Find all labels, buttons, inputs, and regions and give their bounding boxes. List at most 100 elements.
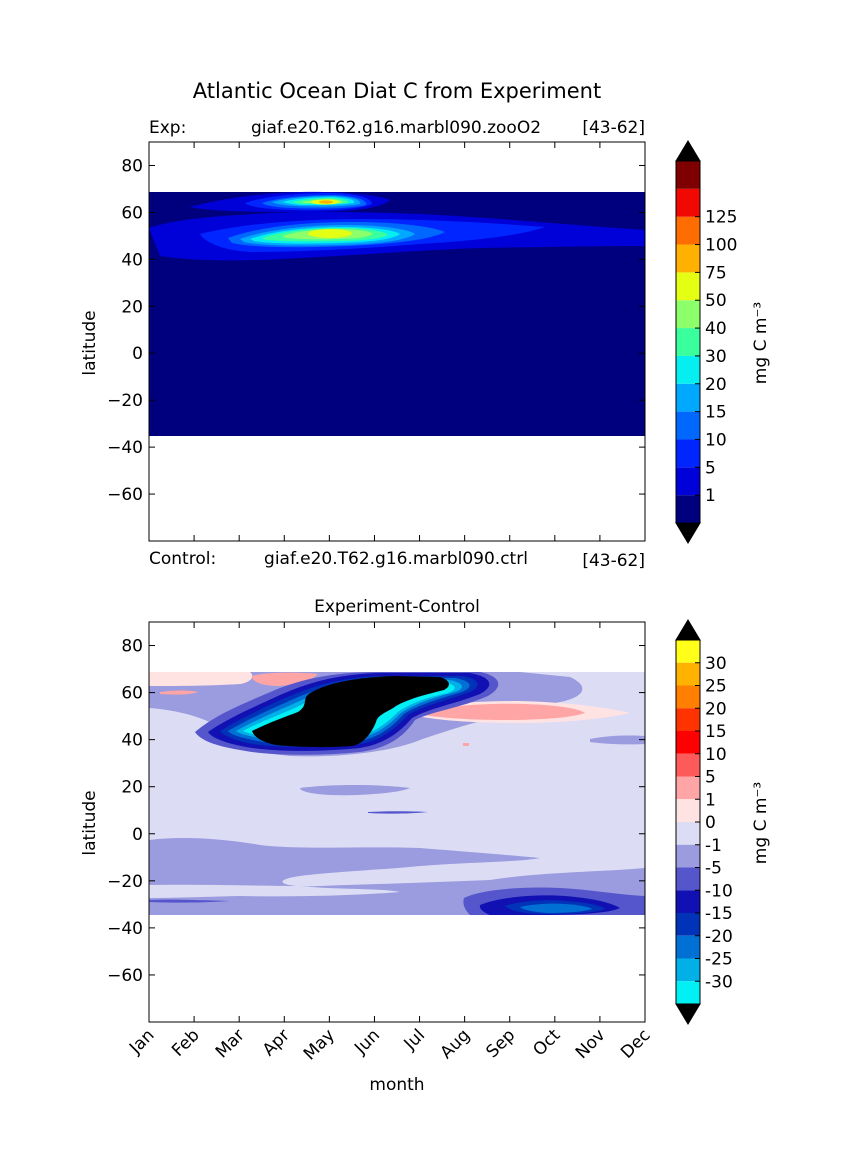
bottom-neg-extreme (252, 676, 449, 748)
bottom-colorbar-label: mg C m⁻³ (751, 782, 771, 864)
bottom-colorbar-segment (676, 958, 700, 982)
ctrl-years: [43-62] (582, 551, 645, 571)
bottom-x-axis-label: month (369, 1075, 424, 1095)
top-colorbar-frame (675, 160, 701, 524)
bottom-y-axis-label: latitude (80, 790, 100, 855)
top-colorbar-segment (676, 355, 700, 384)
top-colorbar-label-tick: 30 (705, 347, 727, 367)
bottom-colorbar-label-tick: -1 (705, 836, 722, 856)
bottom-y-tick-label: 80 (121, 637, 143, 657)
top-y-axis-label: latitude (80, 310, 100, 375)
bottom-colorbar-label-tick: 10 (705, 745, 727, 765)
top-colorbar-segment (676, 467, 700, 496)
top-colorbar-label-tick: 15 (705, 403, 727, 423)
bottom-x-tick-label: Nov (572, 1025, 610, 1063)
top-colorbar-segment (676, 300, 700, 329)
figure-title: Atlantic Ocean Diat C from Experiment (193, 79, 601, 103)
bottom-colorbar-segment (676, 844, 700, 868)
bottom-colorbar-label-tick: -5 (705, 859, 722, 879)
bottom-colorbar-label-tick: 20 (705, 699, 727, 719)
bottom-contour-field (149, 672, 645, 915)
top-y-tick-label: 20 (121, 297, 143, 317)
bottom-x-tick-label: Apr (259, 1025, 294, 1060)
bottom-colorbar-segment (676, 685, 700, 709)
bottom-colorbar-label-tick: 30 (705, 654, 727, 674)
bottom-colorbar-segment (676, 913, 700, 936)
bottom-colorbar-label-tick: -25 (705, 950, 733, 970)
bottom-colorbar-segment (676, 753, 700, 777)
top-colorbar-segment (676, 411, 700, 440)
top-panel: 80 60 40 20 0 −20 −40 −60 latitude (80, 141, 646, 542)
bottom-colorbar-label-tick: -30 (705, 972, 733, 992)
bottom-pos-topleft (149, 672, 253, 686)
top-y-tick-label: 0 (132, 344, 143, 364)
top-colorbar-segment (676, 439, 700, 468)
bottom-colorbar-label-tick: -10 (705, 881, 733, 901)
bottom-x-tick-label: Oct (529, 1025, 564, 1060)
bottom-pos-right-1 (425, 703, 585, 720)
bottom-colorbar-segment (676, 708, 700, 731)
top-colorbar-extend-high (675, 140, 701, 162)
top-colorbar-segment (676, 495, 700, 523)
top-colorbar-label-tick: 125 (705, 208, 737, 228)
bottom-colorbar-label-tick: -20 (705, 927, 733, 947)
bottom-colorbar-segment (676, 867, 700, 891)
bottom-thin-line (368, 811, 428, 814)
bottom-y-tick-label: −40 (107, 919, 143, 939)
bottom-x-tick-label: Jun (350, 1025, 384, 1059)
top-colorbar-label-tick: 75 (705, 263, 727, 283)
bottom-plot-frame (148, 621, 646, 1023)
bottom-colorbar-label-tick: 0 (705, 813, 716, 833)
top-core-3 (319, 200, 333, 204)
bottom-y-tick-label: 60 (121, 684, 143, 704)
top-colorbar-label-tick: 100 (705, 236, 737, 256)
bottom-colorbar-label-tick: 5 (705, 768, 716, 788)
top-colorbar-label-tick: 20 (705, 375, 727, 395)
bottom-colorbar-segment (676, 822, 700, 845)
bottom-south-neg-20 (520, 903, 592, 913)
exp-case: giaf.e20.T62.g16.marbl090.zooO2 (251, 118, 541, 138)
bottom-colorbar-segment (676, 731, 700, 754)
bottom-x-tick-label: Dec (617, 1025, 654, 1062)
bottom-south-strip (149, 899, 230, 903)
bottom-colorbar-extend-high (675, 619, 701, 641)
exp-label: Exp: (149, 118, 186, 138)
bottom-colorbar-segment (676, 776, 700, 800)
top-core-1 (308, 229, 352, 238)
top-y-tick-label: −40 (107, 438, 143, 458)
bottom-pos-dot (463, 743, 469, 746)
top-contour-field (149, 191, 645, 436)
bottom-panel: 80 60 40 20 0 −20 −40 −60 Jan Feb Mar Apr May Jun Jul… (80, 621, 655, 1095)
top-colorbar-segment (676, 244, 700, 273)
top-colorbar-extend-low (675, 522, 701, 544)
top-y-tick-label: 80 (121, 156, 143, 176)
top-colorbar-segment (676, 188, 700, 217)
bottom-x-tick-label: May (300, 1025, 339, 1064)
bottom-colorbar-label-tick: 25 (705, 677, 727, 697)
top-plot-frame (148, 141, 646, 542)
bottom-pos-1-strip (252, 672, 318, 686)
bottom-colorbar-segment (676, 640, 700, 663)
bottom-y-tick-label: −20 (107, 872, 143, 892)
ctrl-label: Control: (149, 549, 216, 569)
bottom-x-tick-label: Feb (168, 1025, 203, 1060)
bottom-x-tick-label: Sep (482, 1025, 519, 1062)
top-colorbar-segment (676, 216, 700, 245)
bottom-x-tick-label: Jul (400, 1025, 429, 1054)
top-colorbar-label-tick: 1 (705, 486, 716, 506)
bottom-colorbar-segment (676, 662, 700, 686)
top-colorbar-segment (676, 272, 700, 301)
top-colorbar-segment (676, 161, 700, 189)
exp-years: [43-62] (582, 118, 645, 138)
top-y-ticks: 80 60 40 20 0 −20 −40 −60 (107, 142, 646, 541)
top-y-tick-label: 40 (121, 250, 143, 270)
ctrl-case: giaf.e20.T62.g16.marbl090.ctrl (264, 549, 528, 569)
bottom-pos-1-thin (160, 690, 198, 695)
bottom-y-tick-label: 40 (121, 731, 143, 751)
bottom-colorbar-segment (676, 981, 700, 1004)
bottom-neg-right-40 (590, 735, 645, 745)
bottom-colorbar-extend-low (675, 1003, 701, 1025)
